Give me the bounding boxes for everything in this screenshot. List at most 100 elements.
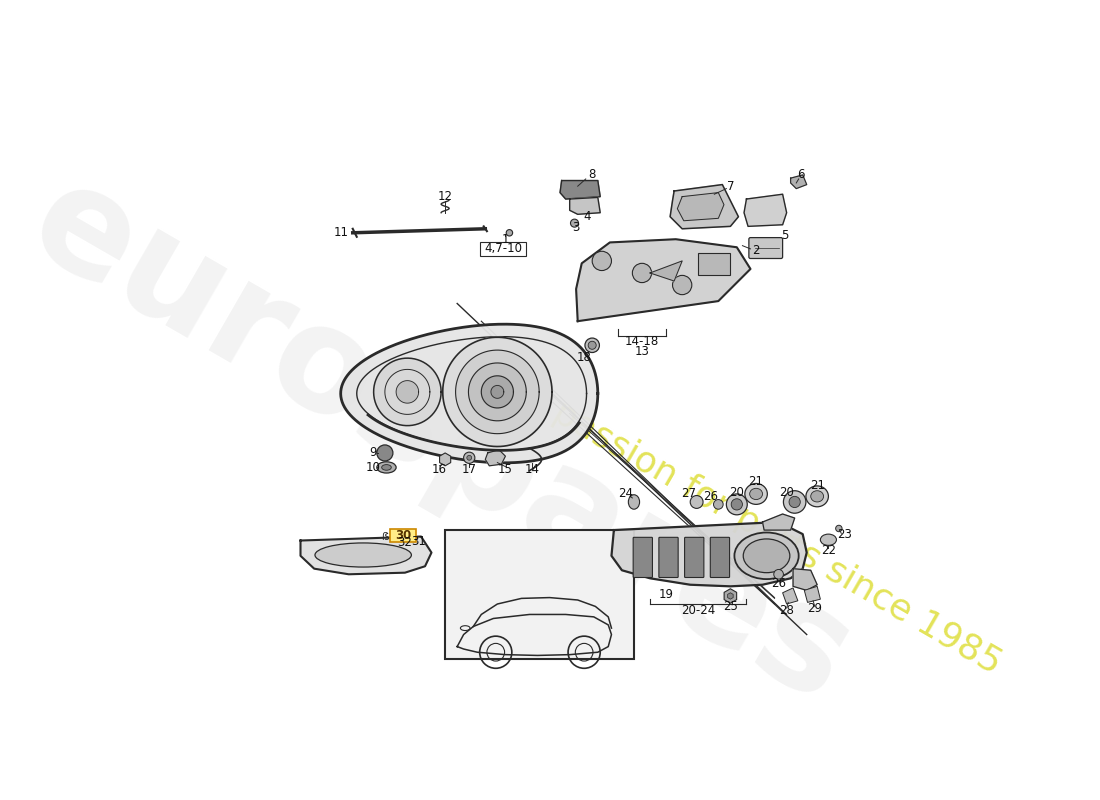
Text: 5: 5 bbox=[781, 229, 789, 242]
Text: 25: 25 bbox=[723, 600, 738, 613]
Circle shape bbox=[690, 495, 703, 508]
Text: eurospares: eurospares bbox=[7, 150, 876, 734]
Polygon shape bbox=[724, 589, 737, 603]
Text: 28: 28 bbox=[779, 604, 794, 617]
Text: 29: 29 bbox=[807, 602, 823, 615]
Polygon shape bbox=[762, 514, 794, 530]
Circle shape bbox=[506, 230, 513, 236]
FancyBboxPatch shape bbox=[634, 538, 652, 578]
Text: 32: 32 bbox=[397, 537, 412, 550]
Ellipse shape bbox=[382, 465, 392, 470]
Polygon shape bbox=[485, 450, 505, 466]
Text: 19: 19 bbox=[659, 588, 673, 601]
Text: 17: 17 bbox=[462, 463, 476, 476]
Circle shape bbox=[732, 498, 742, 510]
Polygon shape bbox=[570, 198, 601, 214]
Circle shape bbox=[466, 455, 472, 460]
Text: ẞ: ẞ bbox=[381, 532, 388, 542]
Text: 14-18: 14-18 bbox=[625, 334, 659, 348]
Polygon shape bbox=[744, 194, 786, 226]
Polygon shape bbox=[804, 586, 821, 602]
Ellipse shape bbox=[744, 539, 790, 573]
Text: 31: 31 bbox=[411, 535, 426, 548]
Circle shape bbox=[377, 445, 393, 461]
FancyBboxPatch shape bbox=[659, 538, 679, 578]
Circle shape bbox=[588, 342, 596, 350]
Text: 7: 7 bbox=[727, 180, 734, 193]
FancyBboxPatch shape bbox=[698, 253, 730, 275]
Text: 23: 23 bbox=[837, 529, 851, 542]
Polygon shape bbox=[791, 175, 806, 189]
Polygon shape bbox=[374, 358, 441, 426]
Circle shape bbox=[714, 499, 723, 509]
FancyBboxPatch shape bbox=[749, 238, 782, 258]
Ellipse shape bbox=[377, 462, 396, 473]
Text: 10: 10 bbox=[365, 461, 381, 474]
Ellipse shape bbox=[811, 490, 824, 502]
Circle shape bbox=[783, 490, 806, 514]
Text: 20: 20 bbox=[729, 486, 745, 499]
Text: 4: 4 bbox=[584, 210, 591, 223]
Circle shape bbox=[836, 526, 843, 532]
Polygon shape bbox=[491, 386, 504, 398]
Text: a passion for parts since 1985: a passion for parts since 1985 bbox=[518, 379, 1008, 681]
Polygon shape bbox=[727, 593, 734, 599]
Polygon shape bbox=[670, 185, 738, 229]
Polygon shape bbox=[341, 324, 597, 463]
Polygon shape bbox=[678, 193, 724, 221]
Text: 16: 16 bbox=[432, 462, 447, 475]
FancyBboxPatch shape bbox=[711, 538, 729, 578]
Text: 2: 2 bbox=[752, 244, 760, 257]
Circle shape bbox=[592, 251, 612, 270]
Text: 30: 30 bbox=[395, 530, 411, 542]
Ellipse shape bbox=[806, 486, 828, 506]
FancyBboxPatch shape bbox=[446, 530, 634, 658]
Polygon shape bbox=[782, 588, 797, 604]
Text: 4,7-10: 4,7-10 bbox=[484, 242, 522, 255]
Ellipse shape bbox=[750, 488, 762, 499]
Polygon shape bbox=[455, 350, 539, 434]
Polygon shape bbox=[793, 569, 817, 590]
FancyBboxPatch shape bbox=[390, 530, 416, 542]
Circle shape bbox=[726, 494, 747, 515]
Text: 22: 22 bbox=[821, 544, 836, 557]
Polygon shape bbox=[482, 376, 514, 408]
Polygon shape bbox=[469, 363, 526, 421]
Polygon shape bbox=[650, 261, 682, 281]
Polygon shape bbox=[560, 181, 601, 199]
Polygon shape bbox=[300, 537, 431, 574]
Text: 13: 13 bbox=[635, 346, 649, 358]
Ellipse shape bbox=[745, 483, 768, 504]
Polygon shape bbox=[442, 338, 552, 446]
Text: 20-24: 20-24 bbox=[681, 604, 715, 617]
Circle shape bbox=[463, 452, 475, 463]
Text: 8: 8 bbox=[588, 169, 596, 182]
Circle shape bbox=[632, 263, 651, 282]
Text: 14: 14 bbox=[525, 463, 539, 476]
Text: 21: 21 bbox=[810, 478, 825, 491]
Text: 6: 6 bbox=[798, 169, 805, 182]
Text: 27: 27 bbox=[681, 487, 696, 501]
Polygon shape bbox=[612, 522, 806, 586]
FancyBboxPatch shape bbox=[481, 242, 526, 256]
Polygon shape bbox=[440, 453, 451, 466]
Ellipse shape bbox=[821, 534, 836, 546]
Text: 26: 26 bbox=[703, 490, 718, 503]
Circle shape bbox=[789, 496, 801, 507]
Text: 12: 12 bbox=[438, 190, 452, 203]
Text: 20: 20 bbox=[779, 486, 794, 499]
Text: 24: 24 bbox=[618, 486, 634, 500]
Circle shape bbox=[585, 338, 600, 353]
Text: 21: 21 bbox=[749, 475, 763, 488]
FancyBboxPatch shape bbox=[684, 538, 704, 578]
Text: 15: 15 bbox=[498, 463, 513, 476]
Polygon shape bbox=[396, 381, 419, 403]
Ellipse shape bbox=[735, 533, 799, 579]
Text: 3: 3 bbox=[572, 221, 580, 234]
Circle shape bbox=[571, 219, 579, 227]
Text: 9: 9 bbox=[370, 446, 376, 459]
Text: 26: 26 bbox=[771, 578, 786, 590]
Text: 11: 11 bbox=[333, 226, 349, 239]
Ellipse shape bbox=[315, 543, 411, 567]
Text: 1: 1 bbox=[502, 233, 509, 246]
